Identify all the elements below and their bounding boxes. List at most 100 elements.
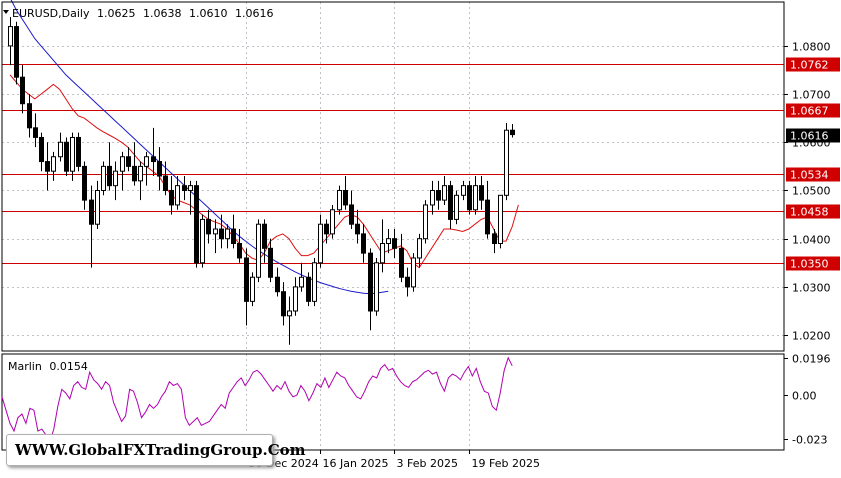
candle xyxy=(504,122,509,201)
candle xyxy=(101,161,106,196)
bullish-candle-body xyxy=(175,185,180,206)
bullish-candle-body xyxy=(411,257,416,288)
level-label-box xyxy=(786,167,840,182)
candle xyxy=(461,180,466,201)
level-label-box xyxy=(786,103,840,118)
price-tick-label: 1.0300 xyxy=(792,282,831,295)
bullish-candle-body xyxy=(423,204,428,240)
candle xyxy=(448,180,453,230)
bearish-candle-body xyxy=(361,233,366,254)
candle xyxy=(479,176,484,210)
candle xyxy=(343,176,348,210)
bearish-candle-body xyxy=(182,185,187,191)
candle xyxy=(231,214,236,249)
bearish-candle-body xyxy=(355,223,360,235)
price-tick-label: 1.0200 xyxy=(792,330,831,343)
candle xyxy=(194,180,199,268)
level-price-label: 1.0534 xyxy=(786,167,840,182)
bearish-candle-body xyxy=(20,76,25,105)
candle xyxy=(206,209,211,244)
bearish-candle-body xyxy=(82,165,87,201)
bearish-candle-body xyxy=(39,136,44,163)
bullish-candle-body xyxy=(256,223,261,278)
level-label-box xyxy=(786,256,840,271)
candle xyxy=(492,229,497,254)
bearish-candle-body xyxy=(349,204,354,225)
candle xyxy=(374,257,379,316)
candle xyxy=(126,147,131,172)
candle xyxy=(107,142,112,191)
bearish-candle-body xyxy=(45,161,50,172)
candle xyxy=(120,151,125,191)
bearish-candle-body xyxy=(14,26,19,78)
bearish-candle-body xyxy=(157,161,162,177)
main-pane-frame xyxy=(1,1,785,352)
candle xyxy=(454,190,459,225)
candle xyxy=(281,282,286,326)
indicator-header: Marlin 0.0154 xyxy=(8,360,88,373)
price-tick-label: 1.0700 xyxy=(792,89,831,102)
bearish-candle-body xyxy=(368,252,373,312)
ohlc-close: 1.0616 xyxy=(235,7,274,20)
bullish-candle-body xyxy=(430,189,435,206)
candle xyxy=(423,200,428,244)
level-price-label: 1.0762 xyxy=(786,57,840,72)
candle xyxy=(237,229,242,263)
candle xyxy=(473,176,478,215)
candle xyxy=(355,209,360,244)
level-label-box xyxy=(786,204,840,219)
time-axis-label: 19 Feb 2025 xyxy=(472,457,540,470)
candle xyxy=(467,180,472,215)
level-label-text: 1.0667 xyxy=(790,105,829,118)
candle xyxy=(306,272,311,307)
candle xyxy=(225,224,230,249)
header-dropdown-icon[interactable] xyxy=(3,10,9,14)
bullish-candle-body xyxy=(442,185,447,201)
bearish-candle-body xyxy=(206,218,211,235)
bearish-candle-body xyxy=(281,291,286,317)
bearish-candle-body xyxy=(231,228,236,245)
candle xyxy=(256,219,261,283)
indicator-tick-label: -0.023 xyxy=(792,434,827,447)
bearish-candle-body xyxy=(27,103,32,129)
candle xyxy=(250,272,255,307)
bullish-candle-body xyxy=(337,189,342,211)
price-tick-label: 1.0400 xyxy=(792,234,831,247)
bullish-candle-body xyxy=(287,310,292,317)
candle xyxy=(436,180,441,210)
level-price-label: 1.0458 xyxy=(786,204,840,219)
bullish-candle-body xyxy=(225,228,230,240)
bearish-candle-body xyxy=(64,141,69,172)
bearish-candle-body xyxy=(244,257,249,302)
candle xyxy=(188,180,193,215)
candle xyxy=(318,214,323,268)
candle xyxy=(169,176,174,215)
candle xyxy=(405,267,410,297)
level-label-text: 1.0350 xyxy=(790,258,829,271)
level-price-label: 1.0667 xyxy=(786,103,840,118)
candle xyxy=(411,253,416,292)
level-label-text: 1.0534 xyxy=(790,169,829,182)
ohlc-open: 1.0625 xyxy=(97,7,136,20)
candle xyxy=(175,176,180,210)
bullish-candle-body xyxy=(101,165,106,191)
indicator-name: Marlin xyxy=(8,360,42,373)
bullish-candle-body xyxy=(454,194,459,220)
bullish-candle-body xyxy=(461,185,466,196)
candle xyxy=(95,180,100,230)
frame-layer xyxy=(1,1,785,451)
bullish-candle-body xyxy=(417,238,422,259)
candle xyxy=(361,224,366,263)
current-price-text: 1.0616 xyxy=(790,130,829,143)
candle xyxy=(442,176,447,205)
candle xyxy=(392,229,397,258)
candle xyxy=(293,277,298,316)
bearish-candle-body xyxy=(33,127,38,138)
candle xyxy=(386,229,391,254)
bullish-candle-body xyxy=(498,194,503,245)
indicator-value: 0.0154 xyxy=(49,360,88,373)
indicator-layer xyxy=(1,356,513,444)
bullish-candle-body xyxy=(250,276,255,302)
bearish-candle-body xyxy=(194,185,199,264)
